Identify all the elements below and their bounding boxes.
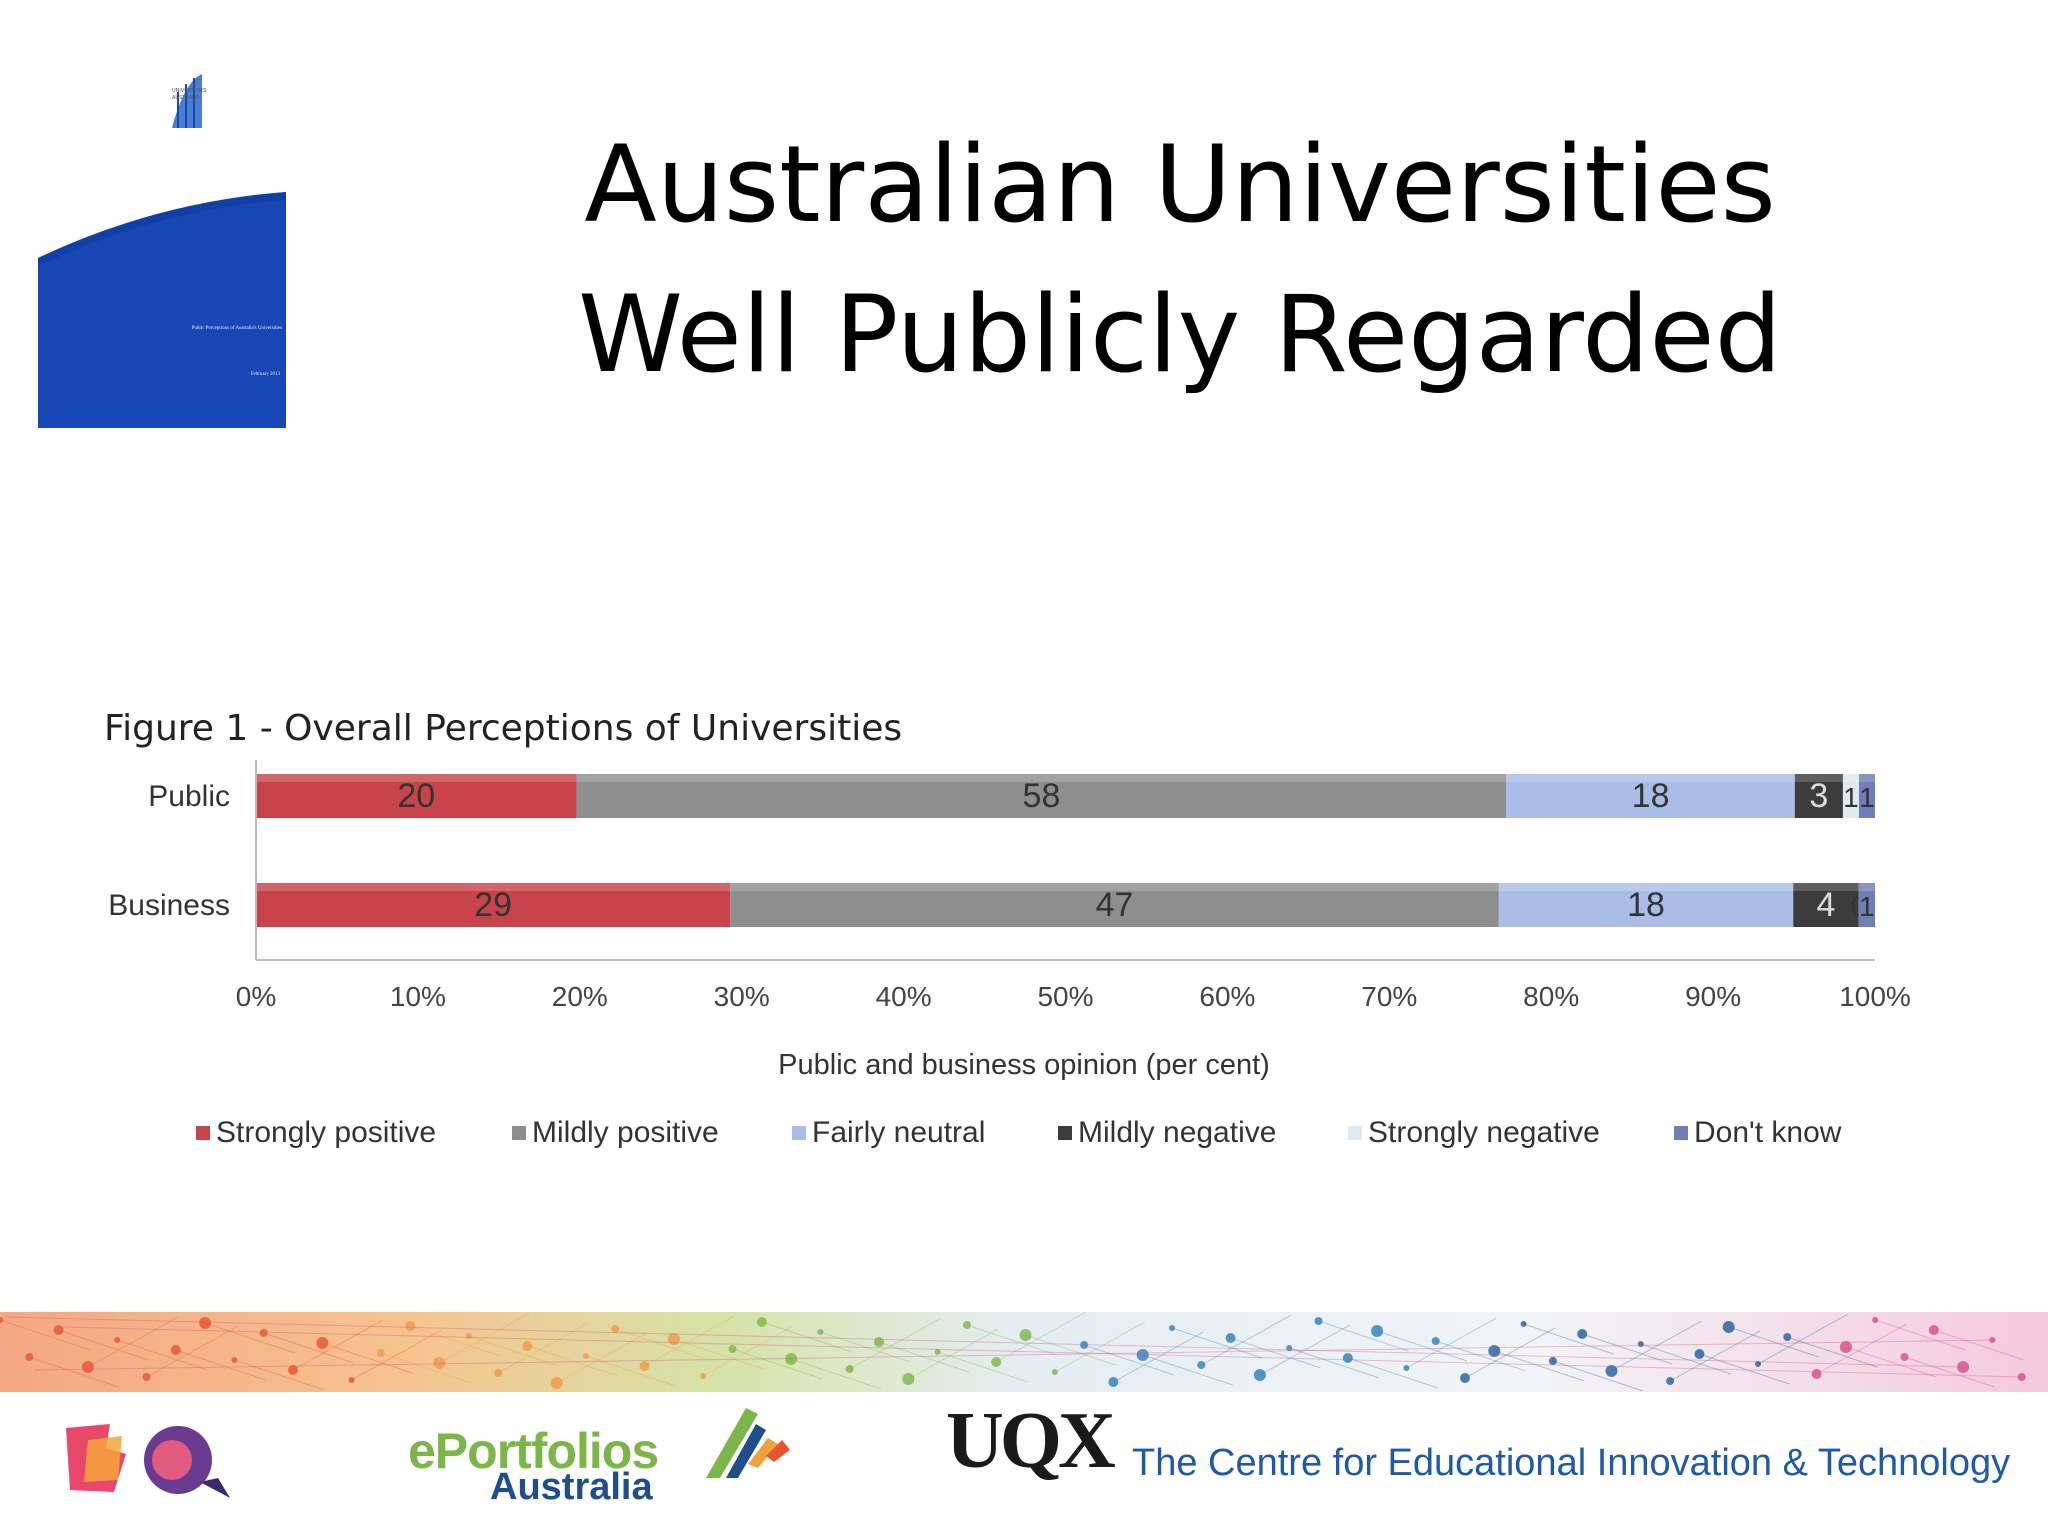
legend-item: Strongly negative [1348,1116,1600,1150]
slide-title-line-1: Australian Universities [584,123,1776,246]
bar-segment-highlight [576,774,1507,782]
x-tick-label: 90% [1685,981,1741,1012]
bar-segment-highlight [256,774,577,782]
x-axis-title: Public and business opinion (per cent) [778,1049,1270,1081]
bar-data-label: 47 [1096,886,1134,924]
x-tick-label: 50% [1037,981,1093,1012]
bar-segment-highlight [1506,774,1795,782]
bar-segment [1793,883,1859,927]
eportfolios-wordmark: ePortfolios [408,1423,659,1479]
chart-legend: Strongly positive Mildly positive Fairly n… [196,1116,1916,1156]
bar-data-label: 18 [1627,886,1665,924]
bar-segment-highlight [256,883,731,891]
bar-segment [1858,774,1875,818]
bar-segment-highlight [1498,883,1794,891]
centre-name: The Centre for Educational Innovation & … [1132,1442,2011,1484]
uq-50-logo-icon [66,1424,230,1498]
bar-data-label: 1 [1859,782,1875,813]
bar-segment [1498,883,1794,927]
legend-item: Don't know [1674,1116,1841,1150]
bar-data-label: 3 [1809,777,1828,815]
legend-swatch [792,1126,806,1140]
eportfolios-chevrons-icon [706,1408,790,1478]
bar-data-label: 20 [397,777,435,815]
bar-segment-highlight [730,883,1499,891]
bar-data-label: 29 [474,886,512,924]
cover-title: Public Perceptions of Australia's Univer… [191,326,282,331]
legend-item: Strongly positive [196,1116,436,1150]
x-tick-label: 80% [1523,981,1579,1012]
bar-segment [256,774,577,818]
bar-segment [1842,774,1859,818]
legend-label: Don't know [1694,1116,1842,1149]
bar-segment [1506,774,1795,818]
bar-segment-highlight [1842,774,1859,782]
eportfolios-australia-text: Australia [490,1466,653,1508]
bar-data-label: 1 [1859,891,1875,922]
legend-label: Mildly negative [1078,1116,1277,1149]
slide-title: Australian Universities Well Publicly Re… [540,110,1820,410]
bar-segment-highlight [1858,883,1875,891]
bar-segment-highlight [1858,774,1875,782]
legend-item: Fairly neutral [792,1116,985,1150]
bar-segment [1794,774,1843,818]
x-tick-label: 60% [1199,981,1255,1012]
bar-segment [730,883,1499,927]
legend-swatch [1058,1126,1072,1140]
legend-swatch [1674,1126,1688,1140]
cover-blue-panel [38,192,286,428]
legend-swatch [512,1126,526,1140]
cover-date: February 2013 [250,372,280,377]
universities-australia-logo-icon [172,74,202,128]
report-cover-thumbnail [38,74,286,428]
legend-item: Mildly negative [1058,1116,1276,1150]
network-decorative-band [0,1312,2048,1392]
x-tick-label: 100% [1839,981,1911,1012]
cover-logo-text: UNIVERSITIES AUSTRALIA [172,88,207,101]
bar-segment [576,774,1507,818]
chart-title: Figure 1 - Overall Perceptions of Univer… [104,708,903,749]
bar-data-label: 1 [1843,782,1859,813]
bar-data-label: 4 [1816,886,1835,924]
x-tick-label: 30% [714,981,770,1012]
legend-swatch [1348,1126,1362,1140]
bar-data-label: 18 [1632,777,1670,815]
bar-segment [256,883,731,927]
legend-label: Strongly negative [1368,1116,1600,1149]
x-tick-label: 70% [1361,981,1417,1012]
bar-data-label: 58 [1023,777,1061,815]
legend-item: Mildly positive [512,1116,719,1150]
x-tick-label: 0% [236,981,276,1012]
legend-label: Mildly positive [532,1116,719,1149]
legend-label: Strongly positive [216,1116,437,1149]
stacked-bar-chart: 205818311294718401 PublicBusiness0%10%20… [108,760,1911,1081]
x-tick-label: 20% [552,981,608,1012]
slide-title-line-2: Well Publicly Regarded [578,273,1782,396]
bar-segment-highlight [1794,774,1843,782]
category-label: Business [108,889,230,922]
bar-segment-highlight [1793,883,1859,891]
x-tick-label: 10% [390,981,446,1012]
bars-layer: 205818311294718401 [256,774,1875,927]
legend-swatch [196,1126,210,1140]
category-label: Public [148,780,230,813]
uqx-logo: UQX [946,1397,1116,1485]
legend-label: Fairly neutral [812,1116,986,1149]
axis-layer: Public Business 0% 10% 20% 30% 40% 50% 60% 70% 80%… [108,760,1911,1081]
x-tick-label: 40% [876,981,932,1012]
bar-segment [1858,883,1875,927]
